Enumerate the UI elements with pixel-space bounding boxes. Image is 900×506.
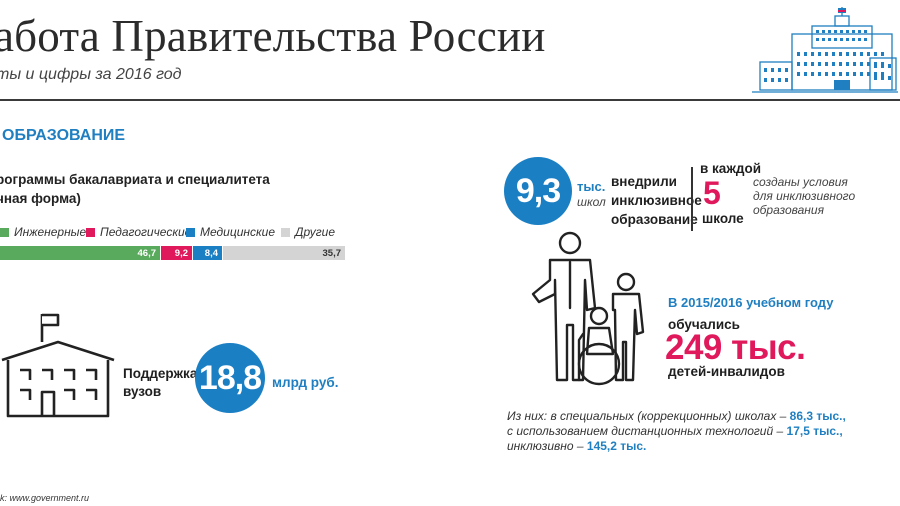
legend-swatch [0, 227, 9, 237]
studied-label: обучались [668, 317, 740, 332]
vertical-divider [691, 167, 693, 231]
bar-value-label: 35,7 [322, 247, 342, 259]
bar-value-label: 46,7 [137, 247, 157, 259]
breakdown-line: с использованием дистанционных технологи… [507, 424, 843, 438]
breakdown-text: Из них: в специальных (коррекционных) шк… [507, 409, 846, 454]
disabled-children-label: детей-инвалидов [668, 364, 785, 379]
breakdown-line: инклюзивно – 145,2 тыс. [507, 439, 647, 453]
legend-item-engineering: Инженерные [0, 225, 86, 239]
bar-segment-3: 8,4 [193, 246, 222, 260]
page-title: абота Правительства России [0, 11, 546, 61]
university-support-label: Поддержка [123, 366, 198, 381]
legend-swatch [186, 227, 195, 237]
conditions-line3: образования [753, 203, 824, 217]
every-label: в каждой [700, 161, 762, 176]
inclusive-description: внедрили инклюзивное образование [611, 172, 702, 229]
inclusive-unit-thousand: тыс. [577, 179, 606, 194]
legend-label: Медицинские [200, 225, 275, 239]
programs-title: рограммы бакалавриата и специалитета [0, 172, 270, 187]
legend-label: Другие [295, 225, 335, 239]
conditions-line1: созданы условия [753, 175, 848, 189]
inclusive-desc-line3: образование [611, 212, 698, 227]
inclusive-unit-schools: школ [577, 195, 606, 209]
inclusive-desc-line1: внедрили [611, 174, 677, 189]
bar-segment-4: 35,7 [223, 246, 345, 260]
university-building-icon [1, 313, 115, 418]
legend-item-pedagogical: Педагогические [86, 225, 191, 239]
section-title: ОБРАЗОВАНИЕ [2, 127, 126, 144]
header-divider [0, 99, 900, 101]
inclusive-desc-line2: инклюзивное [611, 193, 702, 208]
every-value: 5 [703, 175, 721, 211]
bar-value-label: 8,4 [204, 247, 218, 259]
inclusive-schools-value: 9,3 [504, 157, 572, 225]
bar-segment-1: 46,7 [0, 246, 160, 260]
breakdown-line: Из них: в специальных (коррекционных) шк… [507, 409, 846, 423]
bar-segment-2: 9,2 [161, 246, 192, 260]
legend-label: Педагогические [100, 225, 192, 239]
conditions-text: созданы условия для инклюзивного образов… [753, 175, 855, 217]
page-subtitle: ты и цифры за 2016 год [0, 66, 182, 83]
legend-label: Инженерные [14, 225, 87, 239]
legend-item-other: Другие [281, 225, 335, 239]
university-support-unit: млрд руб. [272, 375, 339, 390]
government-building-icon [752, 7, 898, 93]
university-support-label-line2: вузов [123, 384, 162, 399]
family-wheelchair-icon [531, 231, 645, 386]
programs-title-line2: чная форма) [0, 191, 81, 206]
bar-value-label: 9,2 [174, 247, 188, 259]
disabled-children-value: 249 тыс. [665, 328, 806, 367]
source-note: k: www.government.ru [0, 493, 90, 503]
every-school-label: школе [702, 211, 744, 226]
legend-swatch [281, 227, 290, 237]
conditions-line2: для инклюзивного [753, 189, 856, 203]
school-year-label: В 2015/2016 учебном году [668, 295, 834, 310]
university-support-value: 18,8 [195, 343, 265, 413]
legend-swatch [86, 227, 95, 237]
legend-item-medical: Медицинские [186, 225, 275, 239]
